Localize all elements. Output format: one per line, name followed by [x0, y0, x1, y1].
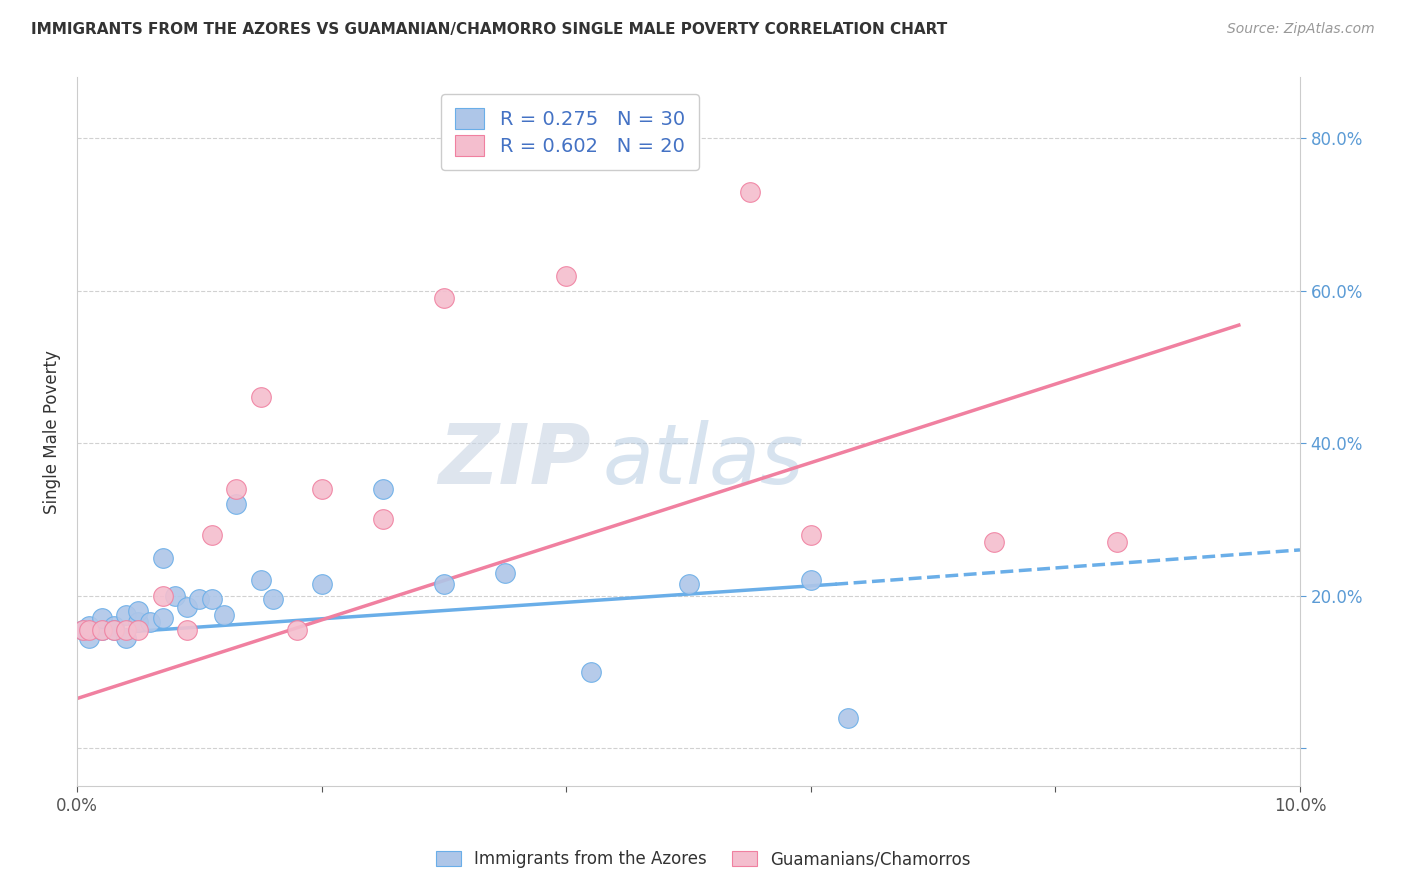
Point [494, 566, 516, 580]
Text: atlas: atlas [603, 419, 804, 500]
Point [163, 589, 186, 603]
Text: IMMIGRANTS FROM THE AZORES VS GUAMANIAN/CHAMORRO SINGLE MALE POVERTY CORRELATION: IMMIGRANTS FROM THE AZORES VS GUAMANIAN/… [31, 22, 948, 37]
Point [103, 619, 125, 633]
Point [837, 710, 859, 724]
Point [139, 615, 162, 630]
Point [983, 535, 1005, 549]
Point [127, 604, 149, 618]
Point [201, 592, 224, 607]
Text: Source: ZipAtlas.com: Source: ZipAtlas.com [1227, 22, 1375, 37]
Point [79, 623, 101, 637]
Point [433, 292, 456, 306]
Point [115, 631, 138, 645]
Point [152, 611, 174, 625]
Point [90, 623, 112, 637]
Point [212, 607, 235, 622]
Point [127, 615, 149, 630]
Point [115, 607, 138, 622]
Point [188, 592, 211, 607]
Point [311, 577, 333, 591]
Point [103, 623, 125, 637]
Point [127, 623, 149, 637]
Point [555, 268, 578, 283]
Point [371, 482, 394, 496]
Point [79, 631, 101, 645]
Point [738, 185, 761, 199]
Point [800, 527, 823, 541]
Point [371, 512, 394, 526]
Point [800, 574, 823, 588]
Point [103, 623, 125, 637]
Point [152, 589, 174, 603]
Point [285, 623, 308, 637]
Point [249, 391, 271, 405]
Legend: R = 0.275   N = 30, R = 0.602   N = 20: R = 0.275 N = 30, R = 0.602 N = 20 [441, 95, 699, 169]
Point [678, 577, 700, 591]
Point [249, 574, 271, 588]
Point [1105, 535, 1128, 549]
Point [311, 482, 333, 496]
Point [579, 665, 602, 679]
Point [115, 623, 138, 637]
Point [72, 623, 94, 637]
Point [79, 619, 101, 633]
Text: ZIP: ZIP [439, 419, 591, 500]
Point [152, 550, 174, 565]
Point [225, 482, 247, 496]
Y-axis label: Single Male Poverty: Single Male Poverty [44, 350, 60, 514]
Point [90, 611, 112, 625]
Point [433, 577, 456, 591]
Point [90, 623, 112, 637]
Point [176, 623, 198, 637]
Point [176, 600, 198, 615]
Point [201, 527, 224, 541]
Point [262, 592, 284, 607]
Point [225, 497, 247, 511]
Point [72, 623, 94, 637]
Legend: Immigrants from the Azores, Guamanians/Chamorros: Immigrants from the Azores, Guamanians/C… [429, 844, 977, 875]
